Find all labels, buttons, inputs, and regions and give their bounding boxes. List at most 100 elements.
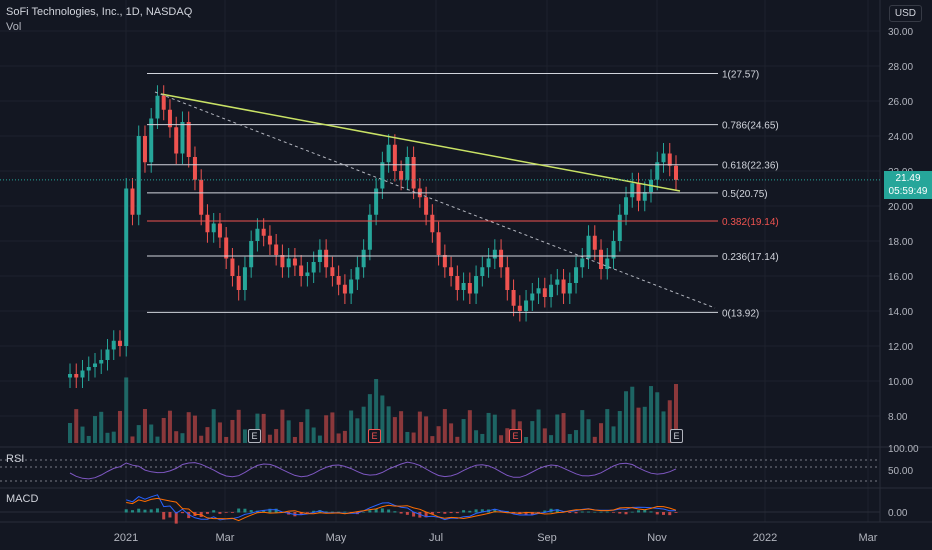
candle-body xyxy=(305,272,310,276)
macd-histogram-bar xyxy=(443,512,447,514)
candle-body xyxy=(611,241,616,259)
macd-histogram-bar xyxy=(168,512,172,518)
candle-body xyxy=(661,153,666,163)
macd-histogram-bar xyxy=(468,510,472,513)
candle-body xyxy=(99,360,104,364)
candle-body xyxy=(117,340,122,346)
macd-histogram-bar xyxy=(262,510,266,513)
price-axis-label: 12.00 xyxy=(888,342,913,353)
candle-body xyxy=(405,157,410,180)
macd-histogram-bar xyxy=(380,508,384,513)
volume-bar xyxy=(436,426,441,443)
volume-bar xyxy=(380,395,385,443)
volume-bar xyxy=(330,412,335,443)
macd-histogram-bar xyxy=(143,509,147,513)
price-axis-label: 24.00 xyxy=(888,132,913,143)
candle-body xyxy=(624,197,629,215)
candle-body xyxy=(217,223,222,238)
volume-bar xyxy=(186,412,191,443)
earnings-badge[interactable]: E xyxy=(368,429,381,443)
candle-body xyxy=(386,144,391,163)
macd-histogram-bar xyxy=(162,512,166,520)
candle-body xyxy=(267,235,272,245)
volume-bar xyxy=(542,428,547,443)
candle-body xyxy=(674,165,678,180)
volume-bar xyxy=(486,412,491,443)
volume-bar xyxy=(655,392,660,443)
macd-histogram-bar xyxy=(643,509,647,513)
candle-body xyxy=(330,267,335,276)
macd-histogram-bar xyxy=(212,510,216,513)
volume-bar xyxy=(105,432,110,443)
macd-histogram-bar xyxy=(337,511,341,513)
volume-bar xyxy=(155,436,160,443)
earnings-badge[interactable]: E xyxy=(670,429,683,443)
macd-histogram-bar xyxy=(555,509,559,513)
candle-body xyxy=(124,188,129,346)
candle-body xyxy=(549,284,554,297)
macd-histogram-bar xyxy=(437,512,441,513)
candle-body xyxy=(567,283,572,294)
volume-bar xyxy=(92,416,97,443)
volume-bar xyxy=(68,423,72,443)
macd-histogram-bar xyxy=(605,511,609,513)
volume-bar xyxy=(80,426,85,443)
macd-pane-label: MACD xyxy=(6,493,39,505)
volume-bar xyxy=(174,431,179,443)
macd-histogram-bar xyxy=(480,509,484,513)
candle-body xyxy=(224,237,229,259)
macd-histogram-bar xyxy=(568,512,572,513)
volume-bar xyxy=(161,417,166,443)
volume-bar xyxy=(530,421,535,443)
candle-body xyxy=(299,265,304,276)
time-axis-label: 2022 xyxy=(753,532,777,544)
volume-bar xyxy=(424,416,429,443)
macd-histogram-bar xyxy=(137,508,141,513)
volume-bar xyxy=(386,406,391,443)
currency-selector[interactable]: USD xyxy=(888,5,922,22)
candle-body xyxy=(180,122,185,154)
volume-bar xyxy=(555,414,560,443)
candle-body xyxy=(249,241,254,268)
macd-histogram-bar xyxy=(430,512,434,515)
time-axis-label: Mar xyxy=(859,532,878,544)
earnings-badge[interactable]: E xyxy=(509,429,522,443)
volume-bar xyxy=(342,430,347,443)
fib-level-label: 0.382(19.14) xyxy=(722,217,779,228)
macd-histogram-bar xyxy=(218,512,222,514)
price-axis-label: 30.00 xyxy=(888,27,913,38)
volume-bar xyxy=(499,435,504,443)
candle-body xyxy=(424,197,429,215)
candle-body xyxy=(655,162,660,180)
candle-body xyxy=(630,183,635,198)
volume-bar xyxy=(567,434,572,443)
volume-bar xyxy=(117,410,122,443)
volume-bar xyxy=(430,436,435,443)
candle-body xyxy=(92,363,97,367)
candle-body xyxy=(80,370,85,378)
volume-legend-label: Vol xyxy=(6,21,22,33)
volume-bar xyxy=(336,433,341,443)
volume-bar xyxy=(205,427,210,443)
volume-bar xyxy=(586,419,591,443)
volume-bar xyxy=(461,419,466,443)
candle-body xyxy=(324,249,329,268)
macd-histogram-bar xyxy=(368,510,372,513)
candle-body xyxy=(174,127,179,154)
macd-histogram-bar xyxy=(455,512,459,514)
earnings-badge[interactable]: E xyxy=(248,429,261,443)
candle-body xyxy=(68,374,72,378)
candle-body xyxy=(667,153,672,166)
macd-histogram-bar xyxy=(587,511,591,513)
rsi-line xyxy=(69,461,677,480)
macd-histogram-bar xyxy=(299,512,303,515)
signal-line xyxy=(126,497,677,522)
volume-bar xyxy=(124,377,129,443)
candle-body xyxy=(399,171,404,180)
macd-histogram-bar xyxy=(149,509,153,513)
candle-body xyxy=(436,232,441,255)
volume-bar xyxy=(167,410,172,443)
macd-histogram-bar xyxy=(424,512,428,518)
candle-body xyxy=(374,188,379,215)
